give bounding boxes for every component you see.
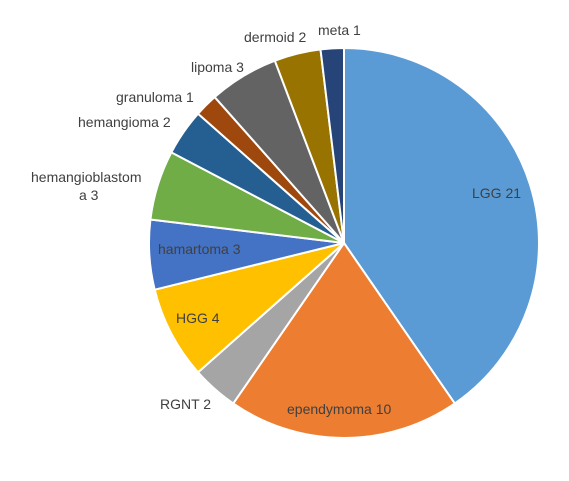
slice-ependymoma [231, 241, 457, 439]
label-hgg: HGG 4 [176, 310, 220, 326]
pie-labels: LGG 21 ependymoma 10 RGNT 2 HGG 4 hamart… [31, 22, 521, 417]
label-lipoma: lipoma 3 [191, 59, 244, 75]
label-dermoid: dermoid 2 [244, 29, 306, 45]
slice-hgg [153, 242, 345, 374]
label-meta: meta 1 [318, 22, 361, 38]
label-hamartoma: hamartoma 3 [158, 241, 241, 257]
pie-slices [148, 46, 540, 439]
label-hemangioma: hemangioma 2 [78, 114, 171, 130]
label-hemangioblastoma-line2: a 3 [79, 187, 99, 203]
slice-meta [319, 46, 345, 244]
label-lgg: LGG 21 [472, 185, 521, 201]
slice-lgg [343, 46, 540, 405]
label-rgnt: RGNT 2 [160, 396, 211, 412]
label-granuloma: granuloma 1 [116, 89, 194, 105]
label-hemangioblastoma-line1: hemangioblastom [31, 169, 142, 185]
label-ependymoma: ependymoma 10 [287, 401, 392, 417]
